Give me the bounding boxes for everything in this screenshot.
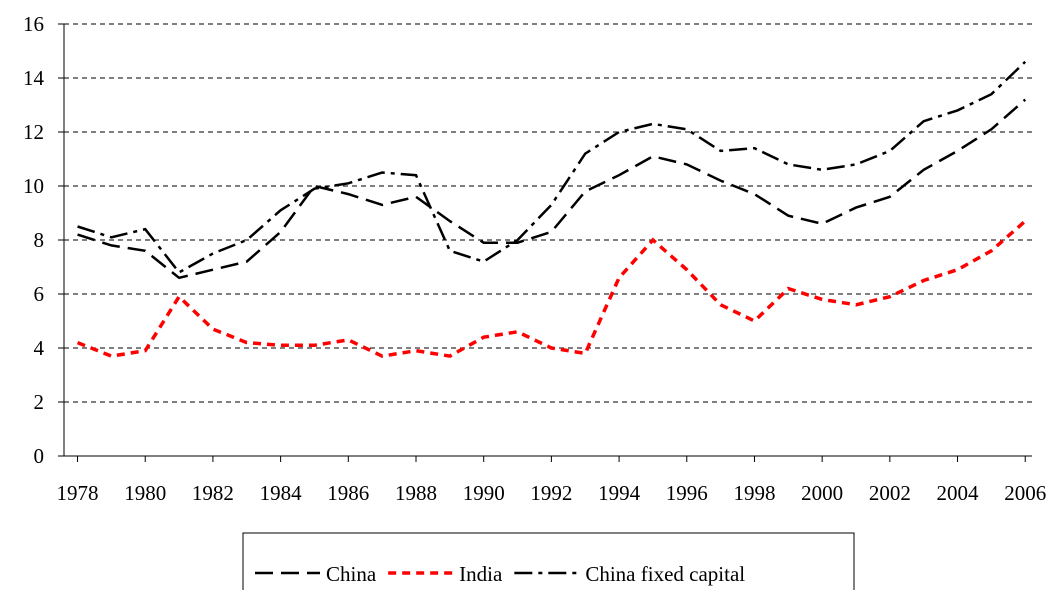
- x-tick-label: 2000: [801, 481, 843, 505]
- x-tick-label: 1994: [598, 481, 641, 505]
- x-tick-label: 1996: [666, 481, 708, 505]
- y-tick-label: 16: [23, 12, 44, 36]
- y-tick-label: 12: [23, 120, 44, 144]
- series-line: [77, 60, 1027, 275]
- y-tick-label: 2: [34, 390, 45, 414]
- x-tick-label: 1998: [733, 481, 775, 505]
- x-tick-label: 1978: [57, 481, 99, 505]
- x-tick-label: 1990: [463, 481, 505, 505]
- y-tick-label: 0: [34, 444, 45, 468]
- y-tick-label: 4: [34, 336, 45, 360]
- legend: China India China fixed capital: [242, 532, 855, 594]
- y-tick-label: 10: [23, 174, 44, 198]
- legend-label: China fixed capital: [585, 562, 745, 586]
- x-tick-label: 1984: [260, 481, 303, 505]
- x-tick-label: 1986: [327, 481, 369, 505]
- y-tick-label: 14: [23, 66, 45, 90]
- y-tick-label: 6: [34, 282, 45, 306]
- x-tick-label: 1992: [530, 481, 572, 505]
- legend-label: India: [459, 562, 503, 586]
- x-tick-label: 2004: [937, 481, 980, 505]
- x-tick-label: 1982: [192, 481, 234, 505]
- series-line: [77, 98, 1027, 280]
- series-line: [76, 219, 1027, 358]
- x-tick-label: 2002: [869, 481, 911, 505]
- legend-label: China: [326, 562, 377, 586]
- y-tick-label: 8: [34, 228, 45, 252]
- x-tick-label: 2006: [1004, 481, 1046, 505]
- x-tick-label: 1988: [395, 481, 437, 505]
- x-tick-label: 1980: [124, 481, 166, 505]
